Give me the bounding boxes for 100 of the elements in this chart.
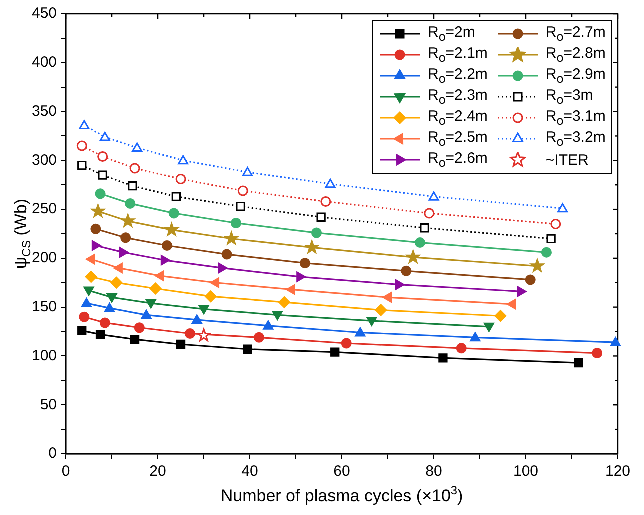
- point: [96, 330, 106, 340]
- legend-label: R$_{o}$=2.8m: [546, 45, 606, 65]
- point: [330, 348, 340, 357]
- point: [162, 240, 172, 251]
- point: [296, 272, 306, 282]
- point: [484, 322, 494, 332]
- x-tick-label: 20: [150, 463, 166, 480]
- point: [272, 311, 283, 320]
- point: [355, 328, 366, 337]
- point: [130, 335, 140, 344]
- point: [178, 155, 189, 165]
- point: [382, 292, 392, 303]
- y-tick-label: 50: [40, 396, 58, 414]
- point: [610, 337, 621, 347]
- point: [165, 223, 179, 236]
- point: [401, 266, 412, 276]
- point: [78, 160, 87, 170]
- point: [100, 132, 110, 142]
- point: [128, 182, 138, 191]
- legend-label: R$_{o}$=3m: [546, 87, 594, 107]
- y-tick-label: 300: [32, 152, 58, 169]
- legend-label: R$_{o}$=2.9m: [546, 66, 606, 86]
- point: [92, 204, 105, 218]
- point: [530, 259, 544, 272]
- point: [146, 299, 156, 309]
- point: [325, 178, 336, 188]
- legend-label: R$_{o}$=3.2m: [546, 129, 606, 149]
- point: [92, 240, 102, 251]
- point: [86, 254, 96, 265]
- point: [470, 332, 481, 342]
- legend-label: R$_{o}$=2.4m: [428, 108, 488, 128]
- point: [316, 212, 326, 222]
- point: [320, 196, 332, 207]
- point: [300, 258, 310, 269]
- point: [311, 228, 322, 238]
- point: [84, 286, 94, 296]
- x-tick-label: 60: [334, 463, 350, 480]
- point: [204, 290, 217, 303]
- point: [184, 328, 196, 339]
- y-tick-label: 450: [32, 5, 58, 22]
- point: [224, 232, 238, 245]
- point: [242, 167, 253, 176]
- point: [254, 332, 264, 343]
- point: [130, 163, 140, 174]
- point: [424, 208, 435, 219]
- point: [85, 271, 98, 283]
- legend-label: R$_{o}$=2.3m: [428, 87, 488, 107]
- point: [172, 192, 181, 202]
- legend-label: ~ITER: [546, 152, 589, 168]
- point: [125, 198, 136, 209]
- point: [121, 214, 135, 228]
- point: [396, 280, 405, 290]
- point: [506, 299, 516, 310]
- point: [79, 312, 90, 322]
- point: [525, 274, 536, 286]
- point: [236, 202, 246, 212]
- point: [176, 174, 186, 184]
- point: [192, 314, 202, 324]
- point: [238, 186, 248, 196]
- y-tick-label: 400: [32, 54, 58, 72]
- point: [100, 318, 110, 328]
- point: [406, 250, 420, 264]
- point: [428, 192, 440, 201]
- point: [79, 120, 90, 130]
- point: [438, 354, 448, 363]
- legend-label: R$_{o}$=2.1m: [428, 45, 488, 65]
- x-tick-label: 120: [605, 463, 631, 480]
- legend-label: R$_{o}$=2.5m: [428, 129, 488, 149]
- point: [375, 304, 388, 316]
- x-tick-label: 0: [62, 463, 70, 480]
- point: [160, 255, 170, 266]
- point: [550, 218, 562, 230]
- point: [218, 262, 228, 274]
- legend-label: R$_{o}$=2m: [428, 24, 476, 44]
- legend-label: R$_{o}$=2.2m: [428, 66, 488, 86]
- point: [198, 305, 210, 315]
- y-axis-title: ψCS (Wb): [12, 198, 34, 270]
- point: [263, 320, 274, 330]
- point: [110, 276, 123, 289]
- y-tick-label: 350: [32, 102, 58, 120]
- point: [222, 249, 232, 260]
- point: [456, 343, 467, 354]
- y-tick-label: 250: [32, 200, 58, 218]
- point: [78, 326, 87, 336]
- point: [134, 322, 145, 334]
- point: [546, 234, 556, 244]
- legend-label: R$_{o}$=2.6m: [428, 150, 488, 170]
- point: [132, 142, 143, 152]
- point: [420, 224, 430, 233]
- point: [278, 296, 290, 308]
- point: [98, 152, 108, 162]
- point: [76, 140, 88, 152]
- point: [494, 310, 507, 322]
- point: [541, 247, 552, 258]
- point: [414, 238, 426, 248]
- point: [305, 240, 319, 254]
- y-tick-label: 0: [48, 445, 58, 462]
- point: [517, 286, 527, 297]
- point: [341, 338, 352, 349]
- point: [90, 224, 102, 234]
